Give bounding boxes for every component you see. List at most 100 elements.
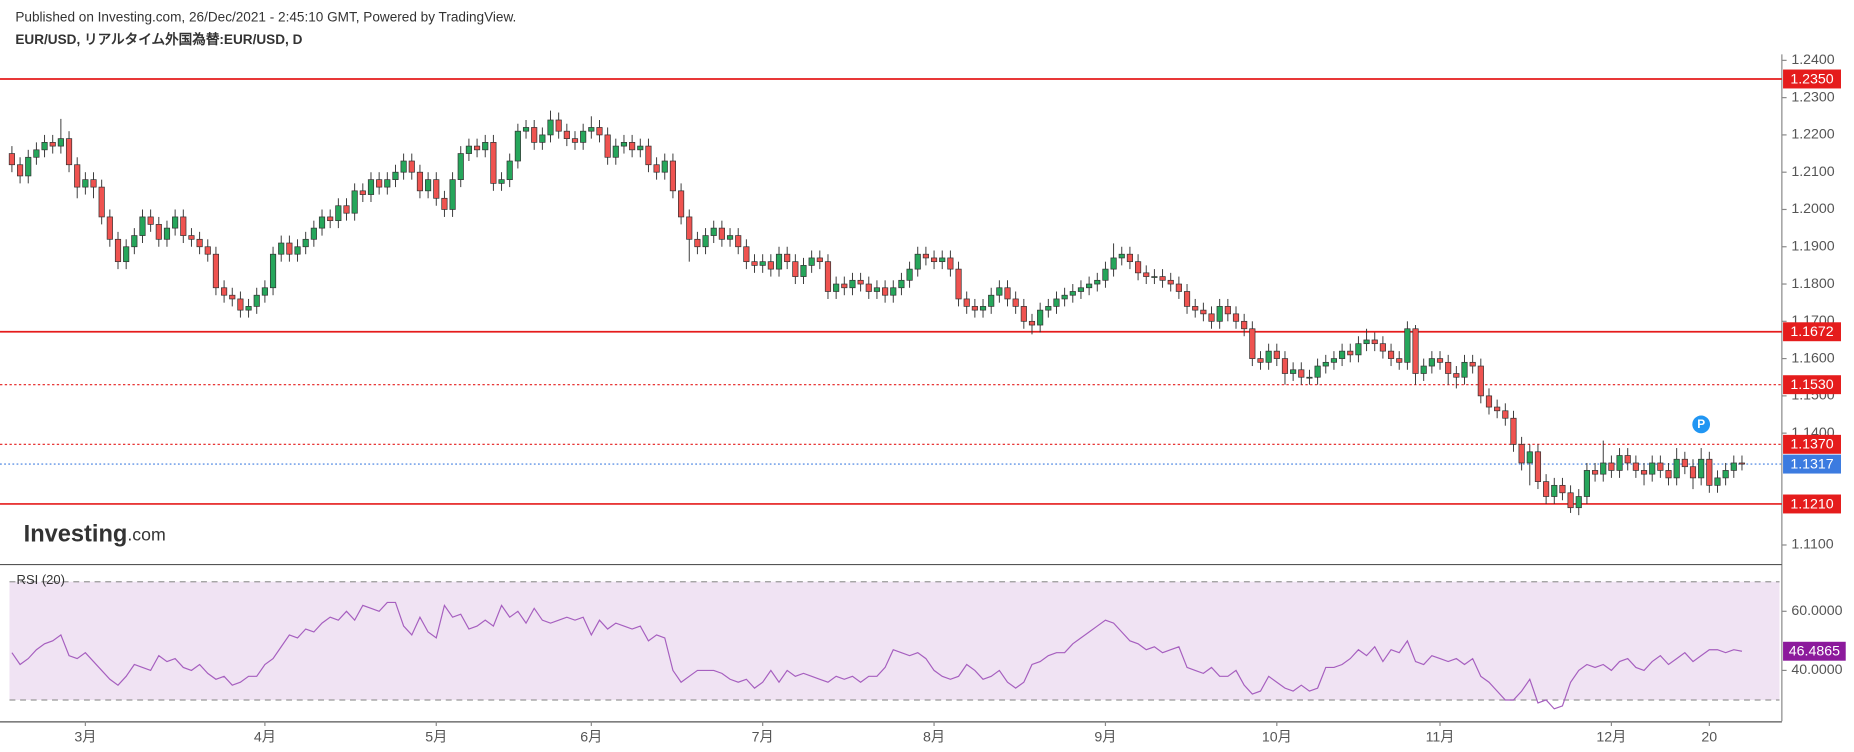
- level-badge-label: 1.1672: [1790, 324, 1833, 340]
- event-marker: [1692, 415, 1711, 434]
- candle-body: [1698, 458, 1705, 479]
- candle-body: [1559, 484, 1566, 494]
- candle-body: [1363, 339, 1370, 345]
- candle-body: [1543, 481, 1550, 497]
- x-tick-label: 6月: [580, 730, 602, 746]
- candle-body: [1273, 350, 1280, 359]
- candle-body: [1526, 451, 1533, 464]
- x-tick-label: 20: [1701, 730, 1717, 746]
- rsi-title: RSI (20): [17, 572, 65, 587]
- x-tick-label: 9月: [1094, 730, 1116, 746]
- y-tick-label: 1.1900: [1791, 239, 1834, 255]
- candle-body: [473, 145, 481, 151]
- level-badge: [1783, 69, 1841, 89]
- candle-body: [775, 253, 783, 270]
- candle-body: [1591, 470, 1599, 475]
- level-badge-label: 1.2350: [1790, 71, 1833, 87]
- candle-body: [1722, 470, 1729, 479]
- candle-body: [433, 179, 440, 199]
- candle-body: [947, 257, 954, 270]
- candle-body: [1379, 343, 1386, 352]
- rsi-badge-label: 46.4865: [1789, 644, 1840, 660]
- candle-body: [416, 171, 424, 192]
- candle-body: [514, 130, 521, 162]
- candle-body: [1673, 458, 1680, 479]
- candle-body: [1053, 298, 1060, 307]
- candle-body: [710, 227, 717, 236]
- candle-body: [65, 138, 73, 166]
- candle-body: [1249, 328, 1256, 359]
- candle-body: [1208, 313, 1215, 322]
- candle-body: [914, 253, 921, 270]
- candle-body: [735, 235, 742, 248]
- candle-body: [726, 235, 734, 240]
- candle-body: [25, 156, 32, 177]
- candle-body: [1453, 373, 1460, 378]
- candle-body: [498, 179, 505, 184]
- candle-body: [1110, 257, 1117, 270]
- candle-body: [988, 294, 995, 307]
- y-tick-label: 60.0000: [1791, 603, 1842, 619]
- candle-body: [996, 287, 1003, 296]
- candle-body: [1502, 410, 1509, 419]
- candle-body: [653, 164, 660, 173]
- candle-body: [906, 268, 913, 281]
- candle-body: [82, 179, 89, 188]
- level-badge: [1783, 375, 1841, 395]
- candle-body: [1094, 279, 1101, 285]
- candle-body: [1534, 451, 1542, 482]
- candle-body: [286, 242, 293, 255]
- candle-body: [1730, 462, 1737, 471]
- candle-body: [294, 246, 301, 255]
- candle-body: [318, 216, 326, 229]
- candle-body: [57, 138, 64, 147]
- candle-body: [841, 283, 848, 289]
- candle-body: [1102, 268, 1109, 281]
- candle-body: [1485, 395, 1493, 408]
- y-tick-label: 40.0000: [1791, 662, 1842, 678]
- candle-body: [1175, 283, 1182, 292]
- candle-body: [833, 283, 840, 292]
- x-tick-label: 8月: [923, 730, 945, 746]
- candle-body: [1143, 272, 1150, 277]
- candle-body: [278, 242, 285, 255]
- candle-body: [1322, 361, 1329, 367]
- candle-body: [1445, 361, 1452, 374]
- candle-body: [1494, 406, 1501, 412]
- candle-body: [74, 164, 81, 188]
- rsi-line: [11, 601, 1743, 710]
- candle-body: [1420, 365, 1427, 374]
- candle-body: [1045, 306, 1052, 311]
- candle-body: [571, 138, 579, 143]
- candle-body: [1640, 470, 1648, 475]
- candle-body: [596, 127, 603, 136]
- candle-body: [1355, 343, 1362, 356]
- candle-body: [751, 261, 758, 266]
- candle-body: [1477, 365, 1484, 397]
- candle-body: [955, 268, 962, 300]
- candle-body: [90, 179, 97, 188]
- logo: Investing.com: [24, 522, 166, 548]
- candle-body: [367, 179, 375, 195]
- candle-body: [441, 197, 448, 210]
- candle-body: [1290, 369, 1297, 374]
- candle-body: [620, 142, 628, 147]
- candle-body: [8, 153, 15, 166]
- candle-body: [400, 160, 407, 173]
- candle-body: [1037, 309, 1044, 326]
- logo-brand: Investing: [24, 522, 128, 548]
- candle-body: [1551, 484, 1558, 497]
- candle-body: [873, 287, 881, 292]
- candle-body: [221, 287, 228, 296]
- candle-body: [531, 127, 538, 143]
- candle-body: [743, 246, 750, 263]
- candle-body: [1216, 306, 1223, 322]
- candle-body: [123, 246, 130, 263]
- candle-body: [555, 119, 562, 132]
- rsi-badge: [1783, 641, 1846, 661]
- candle-body: [1649, 462, 1656, 475]
- candle-body: [1632, 462, 1639, 471]
- candle-body: [898, 279, 905, 289]
- y-tick-label: 1.2100: [1791, 164, 1834, 180]
- y-tick-label: 1.2300: [1791, 89, 1834, 105]
